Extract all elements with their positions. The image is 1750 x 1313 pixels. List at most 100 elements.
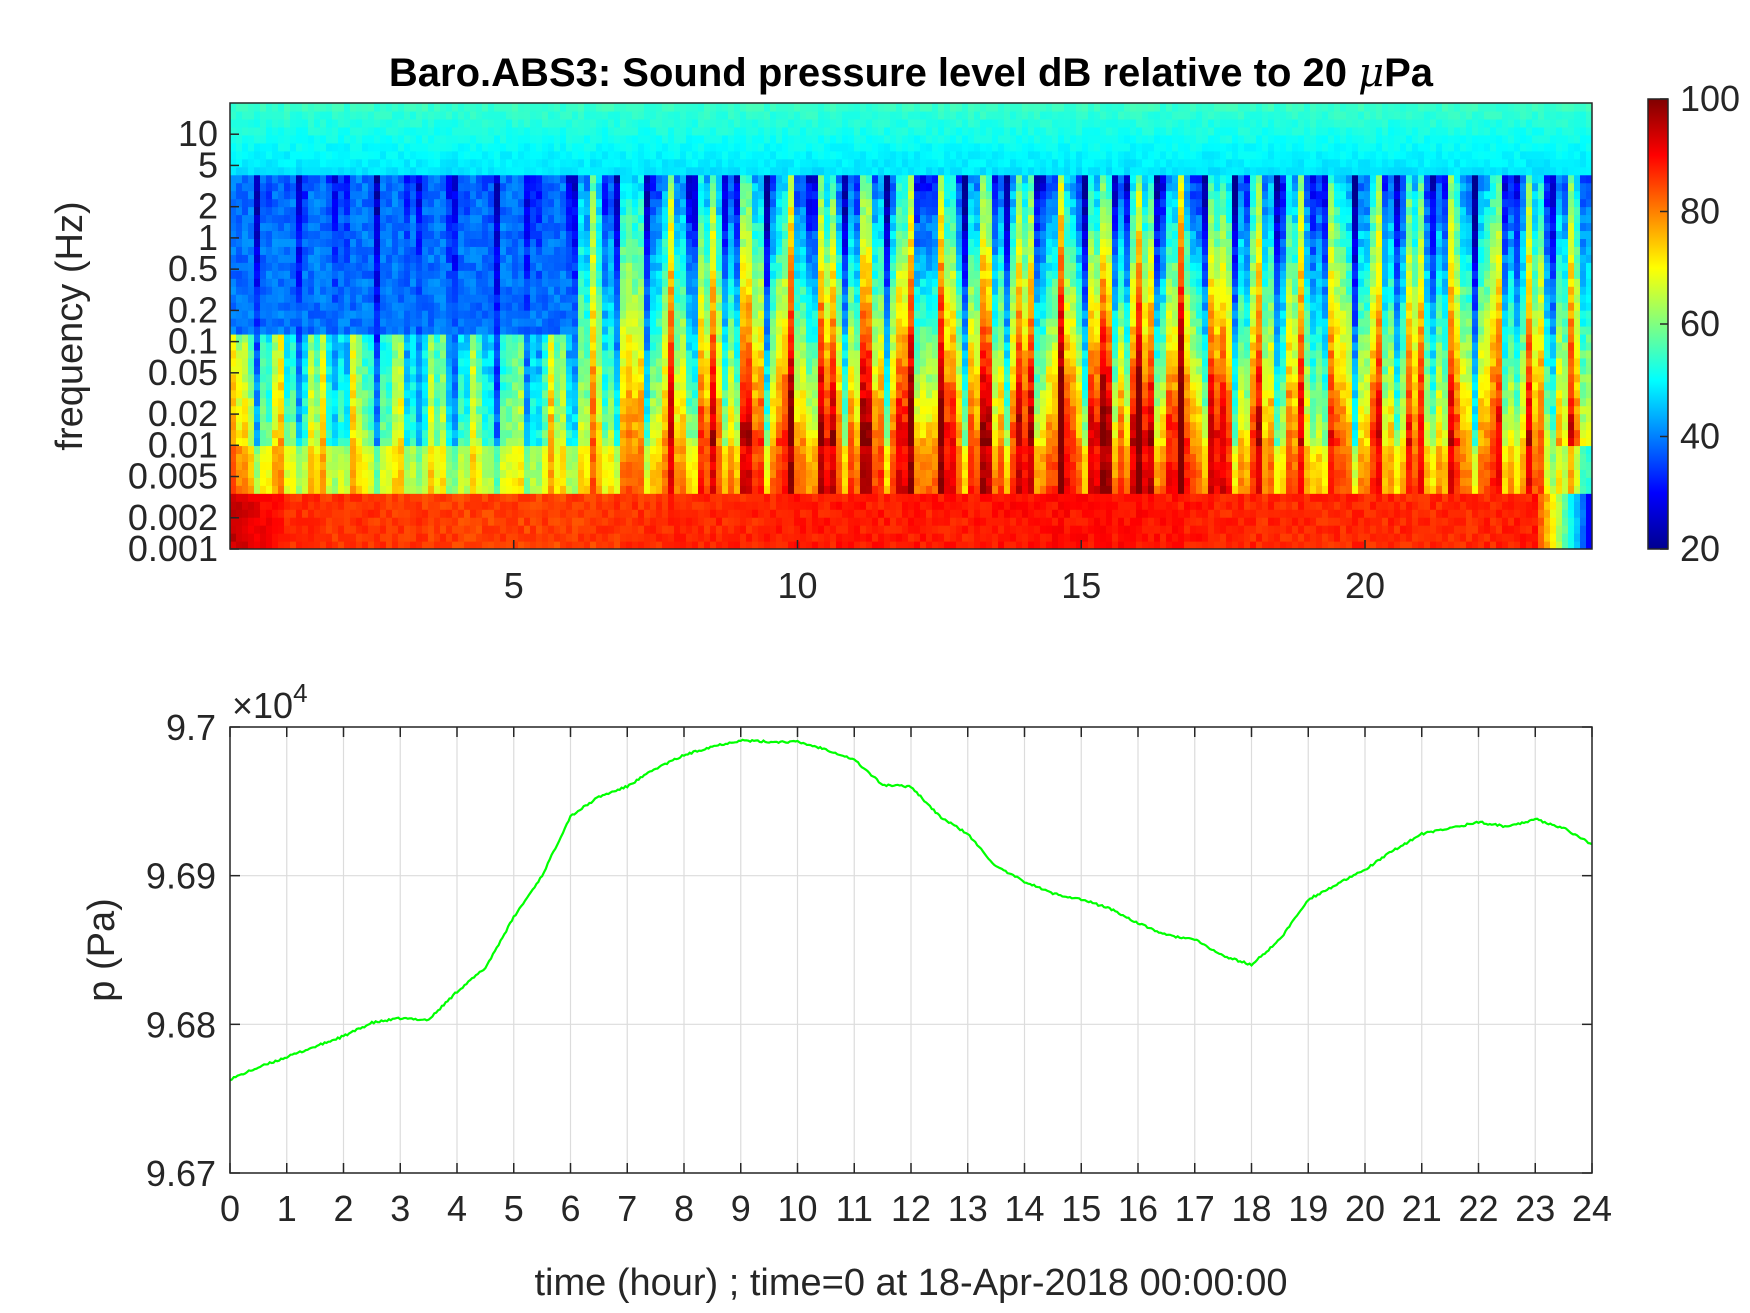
spectrogram-cell (488, 326, 495, 335)
spectrogram-cell (464, 254, 471, 263)
spectrogram-cell (494, 365, 501, 375)
spectrogram-cell (566, 318, 573, 327)
spectrogram-cell (716, 110, 723, 120)
spectrogram-cell (584, 453, 591, 462)
spectrogram-cell (404, 230, 411, 239)
spectrogram-cell (710, 405, 717, 415)
spectrogram-cell (374, 341, 381, 351)
spectrogram-cell (362, 453, 369, 462)
spectrogram-cell (680, 254, 687, 263)
spectrogram-cell (470, 397, 477, 407)
spectrogram-cell (368, 405, 375, 415)
spectrogram-cell (542, 453, 549, 462)
spectrogram-cell (416, 310, 423, 319)
spectrogram-cell (368, 318, 375, 327)
spectrogram-cell (332, 302, 339, 311)
spectrogram-cell (644, 437, 651, 447)
spectrogram-cell (284, 381, 291, 391)
spectrogram-cell (560, 469, 567, 478)
spectrogram-cell (476, 405, 483, 415)
spectrogram-cell (422, 349, 429, 359)
spectrogram-cell (290, 397, 297, 407)
spectrogram-cell (392, 270, 399, 279)
spectrogram-cell (488, 318, 495, 327)
spectrogram-cell (380, 198, 387, 208)
spectrogram-cell (410, 214, 417, 224)
spectrogram-cell (542, 349, 549, 359)
spectrogram-cell (386, 389, 393, 399)
spectrogram-cell (272, 214, 279, 224)
spectrogram-cell (518, 501, 525, 510)
spectrogram-cell (596, 166, 603, 176)
spectrogram-cell (632, 461, 639, 470)
spectrogram-cell (416, 222, 423, 232)
spectrogram-cell (626, 110, 633, 120)
spectrogram-cell (722, 214, 729, 224)
spectrogram-cell (434, 134, 441, 144)
spectrogram-cell (464, 302, 471, 311)
spectrogram-cell (446, 142, 453, 152)
spectrogram-cell (632, 214, 639, 224)
spectrogram-cell (356, 477, 363, 486)
spectrogram-cell (374, 222, 381, 232)
spectrogram-cell (482, 453, 489, 462)
spectrogram-cell (680, 333, 687, 343)
spectrogram-cell (386, 326, 393, 335)
spectrogram-cell (488, 254, 495, 263)
spectrogram-cell (698, 493, 705, 502)
spectrogram-cell (356, 198, 363, 208)
spectrogram-cell (638, 270, 645, 279)
spectrogram-cell (686, 103, 693, 112)
spectrogram-cell (254, 310, 261, 319)
spectrogram-cell (686, 469, 693, 478)
spectrogram-cell (716, 158, 723, 168)
spectrogram-cell (482, 103, 489, 112)
spectrogram-cell (494, 381, 501, 391)
spectrogram-cell (398, 110, 405, 120)
spectrogram-cell (380, 230, 387, 239)
spectrogram-cell (674, 302, 681, 311)
spectrogram-cell (698, 294, 705, 303)
spectrogram-cell (392, 230, 399, 239)
spectrogram-cell (356, 485, 363, 494)
spectrogram-cell (434, 373, 441, 383)
spectrogram-cell (716, 246, 723, 255)
spectrogram-cell (368, 421, 375, 431)
spectrogram-cell (404, 238, 411, 247)
spectrogram-cell (458, 485, 465, 494)
spectrogram-cell (620, 533, 627, 542)
spectrogram-cell (284, 437, 291, 447)
spectrogram-cell (230, 509, 237, 518)
spectrogram-cell (614, 222, 621, 232)
spectrogram-cell (704, 429, 711, 439)
spectrogram-cell (338, 469, 345, 478)
spectrogram-cell (650, 341, 657, 351)
spectrogram-cell (740, 525, 747, 534)
spectrogram-cell (428, 230, 435, 239)
spectrogram-cell (506, 166, 513, 176)
spectrogram-cell (278, 182, 285, 192)
spectrogram-cell (698, 389, 705, 399)
spectrogram-cell (386, 517, 393, 526)
spectrogram-cell (662, 365, 669, 375)
spectrogram-cell (434, 461, 441, 470)
spectrogram-cell (422, 214, 429, 224)
spectrogram-cell (278, 525, 285, 534)
spectrogram-cell (254, 110, 261, 120)
spectrogram-cell (296, 158, 303, 168)
spectrogram-cell (230, 461, 237, 470)
spectrogram-cell (482, 230, 489, 239)
spectrogram-cell (326, 166, 333, 176)
spectrogram-cell (326, 174, 333, 184)
spectrogram-cell (440, 509, 447, 518)
spectrogram-cell (608, 341, 615, 351)
spectrogram-cell (464, 341, 471, 351)
spectrogram-cell (620, 294, 627, 303)
spectrogram-cell (746, 142, 753, 152)
spectrogram-cell (656, 413, 663, 423)
spectrogram-cell (626, 469, 633, 478)
spectrogram-cell (758, 413, 765, 423)
spectrogram-cell (308, 453, 315, 462)
spectrogram-cell (356, 286, 363, 295)
spectrogram-cell (326, 429, 333, 439)
